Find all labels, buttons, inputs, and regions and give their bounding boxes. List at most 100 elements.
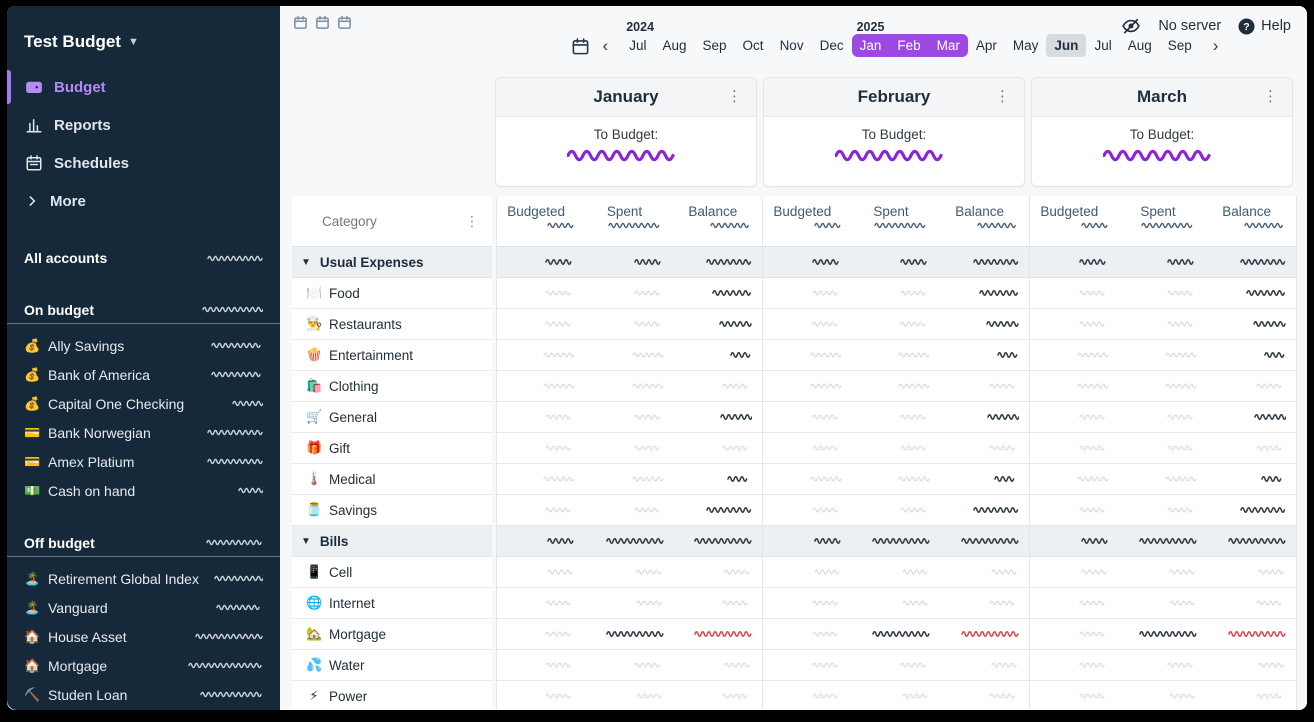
category-name-cell[interactable]: 🌐 Internet [292,588,492,619]
category-menu-dots-icon[interactable]: ⋮ [465,212,479,229]
previous-month-arrow[interactable]: ‹ [602,36,609,55]
calendar-picker-icon[interactable] [571,37,590,56]
cell-january-balance[interactable] [674,588,762,618]
cell-march-balance[interactable] [1207,619,1296,649]
cell-january-balance[interactable] [674,526,762,556]
cell-january-budgeted[interactable] [497,557,585,587]
cell-march-budgeted[interactable] [1030,309,1119,339]
category-name-cell[interactable]: 🍿 Entertainment [292,340,492,371]
cell-march-balance[interactable] [1207,526,1296,556]
cell-february-budgeted[interactable] [763,650,852,680]
to-budget-amount[interactable] [835,149,953,162]
monthnav-month-jun-11[interactable]: Jun [1046,34,1087,57]
cell-february-balance[interactable] [940,588,1029,618]
cell-january-budgeted[interactable] [497,371,585,401]
monthnav-month-may-10[interactable]: May [1005,34,1047,57]
sidebar-item-schedules[interactable]: Schedules [7,144,280,182]
account-group-header-off-budget[interactable]: Off budget [7,529,280,557]
cell-february-balance[interactable] [940,495,1029,525]
category-name-cell[interactable]: 📱 Cell [292,557,492,588]
cell-february-budgeted[interactable] [763,557,852,587]
month-menu-dots-icon[interactable]: ⋮ [727,88,742,105]
sidebar-account-capital-one-checking[interactable]: 💰 Capital One Checking [7,389,280,418]
months-visible-toggle-3[interactable] [337,15,352,30]
cell-january-budgeted[interactable] [497,247,585,277]
cell-january-budgeted[interactable] [497,495,585,525]
cell-march-balance[interactable] [1207,402,1296,432]
cell-march-budgeted[interactable] [1030,619,1119,649]
cell-march-budgeted[interactable] [1030,402,1119,432]
column-header-spent[interactable]: Spent [852,196,941,246]
cell-january-budgeted[interactable] [497,278,585,308]
sidebar-item-budget[interactable]: Budget [7,68,280,106]
cell-march-budgeted[interactable] [1030,433,1119,463]
cell-february-balance[interactable] [940,557,1029,587]
column-header-spent[interactable]: Spent [1119,196,1208,246]
monthnav-month-oct-3[interactable]: Oct [735,34,772,57]
to-budget-amount[interactable] [1103,149,1221,162]
cell-march-balance[interactable] [1207,681,1296,710]
cell-february-balance[interactable] [940,309,1029,339]
monthnav-month-nov-4[interactable]: Nov [772,34,812,57]
cell-february-budgeted[interactable] [763,588,852,618]
sidebar-item-reports[interactable]: Reports [7,106,280,144]
cell-january-budgeted[interactable] [497,681,585,710]
cell-february-balance[interactable] [940,247,1029,277]
cell-february-balance[interactable] [940,433,1029,463]
cell-january-balance[interactable] [674,309,762,339]
no-server-button[interactable]: No server [1158,18,1222,34]
cell-february-balance[interactable] [940,340,1029,370]
column-header-budgeted[interactable]: Budgeted [1030,196,1119,246]
category-name-cell[interactable]: 🛒 General [292,402,492,433]
cell-march-budgeted[interactable] [1030,650,1119,680]
column-header-balance[interactable]: Balance [940,196,1029,246]
category-name-cell[interactable]: 🛍️ Clothing [292,371,492,402]
cell-february-budgeted[interactable] [763,402,852,432]
column-header-budgeted[interactable]: Budgeted [763,196,852,246]
cell-march-budgeted[interactable] [1030,495,1119,525]
cell-february-balance[interactable] [940,402,1029,432]
cell-march-budgeted[interactable] [1030,278,1119,308]
monthnav-month-jul-12[interactable]: Jul [1086,34,1119,57]
cell-february-budgeted[interactable] [763,495,852,525]
sidebar-account-ally-savings[interactable]: 💰 Ally Savings [7,331,280,360]
cell-february-budgeted[interactable] [763,526,852,556]
cell-january-budgeted[interactable] [497,650,585,680]
column-header-balance[interactable]: Balance [674,196,762,246]
cell-february-budgeted[interactable] [763,278,852,308]
cell-february-budgeted[interactable] [763,433,852,463]
cell-february-budgeted[interactable] [763,371,852,401]
cell-january-budgeted[interactable] [497,588,585,618]
sidebar-account-retirement-global-index[interactable]: 🏝️ Retirement Global Index [7,564,280,593]
cell-february-balance[interactable] [940,681,1029,710]
cell-march-budgeted[interactable] [1030,557,1119,587]
category-name-cell[interactable]: ▼ Usual Expenses [292,247,492,278]
cell-january-budgeted[interactable] [497,619,585,649]
cell-february-budgeted[interactable] [763,340,852,370]
cell-march-balance[interactable] [1207,309,1296,339]
cell-january-budgeted[interactable] [497,402,585,432]
cell-january-budgeted[interactable] [497,526,585,556]
cell-march-balance[interactable] [1207,495,1296,525]
cell-march-balance[interactable] [1207,433,1296,463]
sidebar-account-studen-loan[interactable]: ⛏️ Studen Loan [7,680,280,709]
cell-march-budgeted[interactable] [1030,371,1119,401]
months-visible-toggle-1[interactable] [293,15,308,30]
cell-february-budgeted[interactable] [763,619,852,649]
cell-january-balance[interactable] [674,464,762,494]
cell-march-balance[interactable] [1207,371,1296,401]
cell-january-balance[interactable] [674,619,762,649]
category-name-cell[interactable]: ⚡ Power [292,681,492,710]
cell-january-balance[interactable] [674,650,762,680]
category-name-cell[interactable]: 👨‍🍳 Restaurants [292,309,492,340]
sidebar-account-house-asset[interactable]: 🏠 House Asset [7,622,280,651]
help-button[interactable]: ? Help [1238,18,1291,35]
sidebar-account-bank-of-america[interactable]: 💰 Bank of America [7,360,280,389]
cell-march-balance[interactable] [1207,278,1296,308]
budget-file-switcher[interactable]: Test Budget ▼ [24,32,263,52]
cell-march-budgeted[interactable] [1030,588,1119,618]
cell-february-balance[interactable] [940,371,1029,401]
next-month-arrow[interactable]: › [1212,36,1219,55]
column-header-spent[interactable]: Spent [585,196,673,246]
sidebar-account-cash-on-hand[interactable]: 💵 Cash on hand [7,476,280,505]
